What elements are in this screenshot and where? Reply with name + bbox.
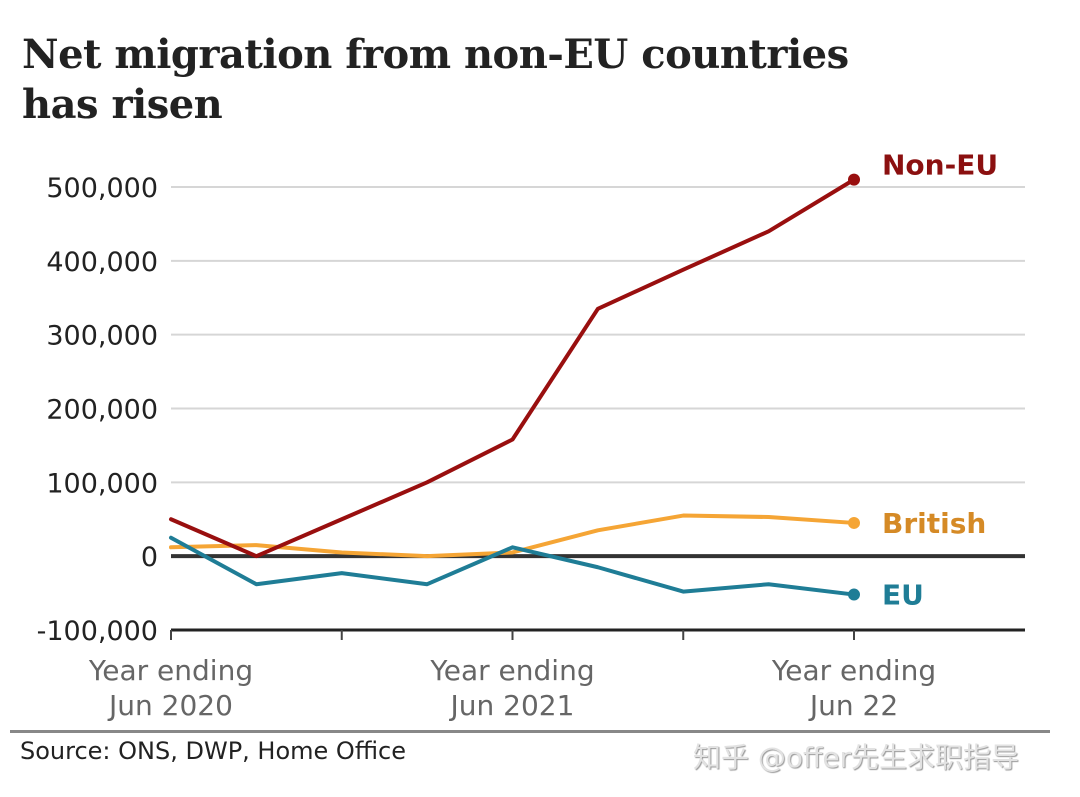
x-tick-label: Year ending: [429, 654, 594, 687]
x-tick-label: Year ending: [88, 654, 253, 687]
series-label: Non-EU: [882, 149, 998, 182]
series-line-non-eu: [169, 177, 856, 559]
y-tick-label: 300,000: [46, 321, 158, 352]
source-note: Source: ONS, DWP, Home Office: [20, 737, 406, 765]
y-tick-label: 100,000: [46, 468, 158, 499]
series-end-marker: [848, 173, 860, 186]
footer-divider: [10, 730, 1050, 733]
chart-title: Net migration from non-EU countries has …: [22, 31, 849, 128]
series-end-marker: [848, 588, 860, 601]
y-tick-label: 200,000: [46, 395, 158, 426]
series-line-british: [169, 513, 856, 559]
series-end-marker: [848, 516, 860, 529]
x-tick-label: Year ending: [771, 654, 936, 687]
series-line-eu: [169, 535, 856, 597]
x-tick-label: Jun 2020: [107, 689, 233, 722]
y-tick-label: 0: [141, 542, 158, 573]
x-tick-label: Jun 2021: [449, 689, 575, 722]
y-tick-label: -100,000: [37, 616, 158, 647]
series-label: British: [882, 507, 986, 540]
series-labels: British EU Non-EU: [882, 149, 998, 612]
watermark: 知乎 @offer先生求职指导: [693, 741, 1020, 774]
series-lines: [169, 173, 860, 601]
y-axis: 500,000 400,000 300,000 200,000 100,000 0 -100…: [37, 173, 158, 647]
gridlines: [171, 186, 1025, 559]
x-tick-label: Jun 22: [808, 689, 898, 722]
series-label: EU: [882, 579, 924, 612]
y-tick-label: 500,000: [46, 173, 158, 204]
y-tick-label: 400,000: [46, 247, 158, 278]
